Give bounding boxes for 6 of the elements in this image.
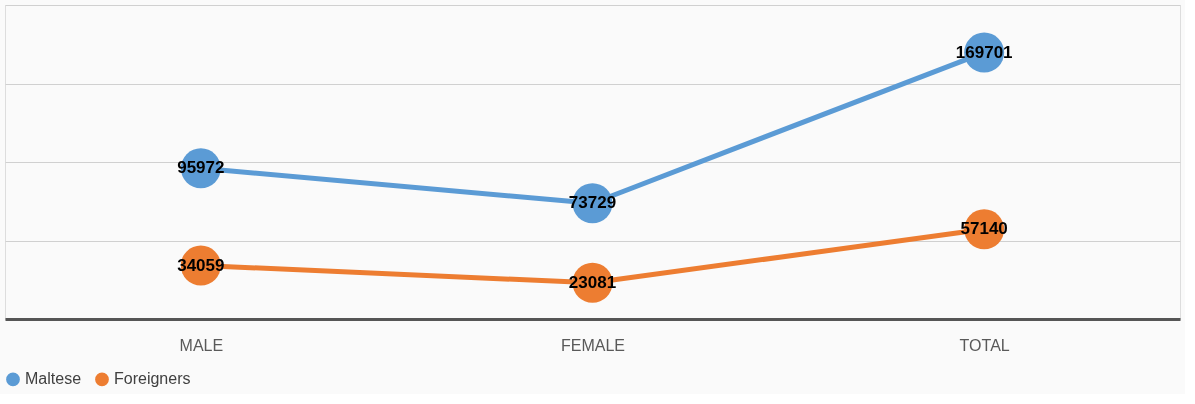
x-tick-label: MALE <box>179 336 224 354</box>
x-tick-label: FEMALE <box>560 336 626 354</box>
x-tick-label: TOTAL <box>959 336 1010 354</box>
data-label: 23081 <box>568 272 617 292</box>
legend-label: Maltese <box>25 370 82 388</box>
legend-label: Foreigners <box>114 370 191 388</box>
